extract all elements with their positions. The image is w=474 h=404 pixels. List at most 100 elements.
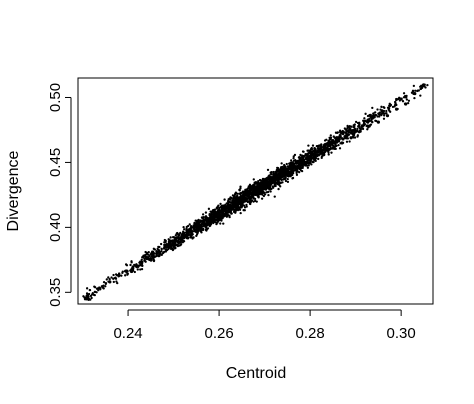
scatter-point (395, 98, 398, 102)
scatter-point (149, 253, 152, 256)
scatter-point (252, 192, 256, 196)
scatter-point (320, 149, 323, 152)
scatter-point (277, 170, 280, 173)
scatter-point (276, 182, 279, 186)
scatter-point (207, 218, 210, 221)
scatter-point (196, 231, 199, 235)
scatter-point (126, 272, 129, 275)
scatter-point (324, 142, 327, 146)
scatter-point (188, 229, 191, 232)
scatter-point (235, 202, 238, 206)
scatter-point (341, 141, 345, 145)
scatter-point (412, 92, 416, 95)
scatter-point (297, 162, 300, 165)
scatter-point (144, 260, 147, 263)
scatter-point (358, 121, 361, 124)
scatter-point (399, 97, 402, 100)
scatter-point (267, 194, 270, 197)
scatter-point (307, 164, 310, 167)
scatter-point (169, 236, 172, 239)
scatter-point (283, 163, 286, 167)
scatter-point (92, 293, 96, 296)
scatter-point (145, 251, 149, 255)
scatter-point (332, 139, 335, 143)
scatter-point (141, 264, 144, 268)
scatter-point (257, 181, 260, 185)
scatter-point (117, 274, 121, 278)
scatter-point (282, 167, 285, 170)
scatter-point (362, 122, 366, 125)
scatter-point (262, 178, 266, 181)
scatter-point (307, 144, 310, 147)
scatter-point (311, 157, 314, 160)
scatter-point (383, 106, 386, 110)
scatter-point (381, 109, 384, 113)
scatter-point (333, 140, 337, 143)
scatter-point (120, 274, 123, 277)
scatter-point (133, 263, 136, 267)
scatter-point (336, 131, 340, 134)
scatter-point (215, 211, 218, 214)
scatter-point (238, 192, 241, 195)
scatter-point (238, 189, 241, 192)
scatter-point (372, 112, 375, 115)
x-ticks (127, 310, 402, 316)
scatter-point (416, 89, 419, 93)
scatter-point (374, 111, 377, 114)
scatter-point (129, 263, 132, 267)
scatter-point (393, 100, 397, 104)
scatter-point (283, 175, 286, 178)
scatter-point (249, 185, 253, 188)
scatter-point (267, 177, 270, 180)
x-tick-labels: 0.24 0.26 0.28 0.30 (113, 325, 415, 342)
scatter-point (114, 276, 117, 279)
scatter-point (189, 230, 192, 234)
scatter-point (253, 197, 257, 201)
scatter-point (155, 252, 158, 255)
scatter-point (220, 219, 223, 222)
scatter-point (356, 134, 359, 137)
scatter-point (240, 191, 243, 195)
scatter-point (172, 248, 175, 251)
scatter-point (208, 224, 211, 227)
scatter-point (102, 287, 105, 290)
scatter-point (334, 137, 337, 140)
scatter-point (182, 240, 186, 243)
y-tick-label: 0.45 (47, 148, 64, 177)
scatter-point (338, 133, 341, 137)
scatter-point (281, 175, 284, 178)
scatter-point (301, 166, 304, 170)
scatter-point (245, 205, 248, 208)
scatter-point (391, 105, 395, 108)
scatter-point (402, 92, 406, 95)
scatter-point (210, 215, 213, 218)
scatter-point (241, 190, 245, 193)
scatter-point (198, 221, 201, 224)
scatter-point (290, 159, 293, 162)
scatter-point (254, 182, 257, 185)
scatter-point (348, 140, 351, 143)
scatter-point (352, 133, 356, 137)
scatter-point (169, 247, 173, 251)
scatter-point (199, 219, 202, 222)
scatter-point (309, 147, 313, 151)
scatter-point (368, 113, 371, 117)
scatter-point (275, 168, 278, 172)
scatter-point (198, 228, 202, 231)
scatter-point (298, 171, 301, 174)
scatter-point (100, 285, 104, 288)
scatter-point (414, 89, 417, 92)
scatter-point (165, 244, 169, 247)
scatter-point (135, 265, 138, 268)
x-tick-label: 0.30 (387, 325, 416, 342)
scatter-point (165, 248, 169, 252)
scatter-point (198, 226, 201, 229)
scatter-point (357, 125, 360, 128)
scatter-point (96, 287, 99, 290)
scatter-point (172, 244, 176, 248)
scatter-point (174, 234, 177, 237)
scatter-point (207, 207, 211, 210)
scatter-point (385, 114, 390, 118)
scatter-point (200, 216, 204, 219)
scatter-point (419, 94, 422, 97)
